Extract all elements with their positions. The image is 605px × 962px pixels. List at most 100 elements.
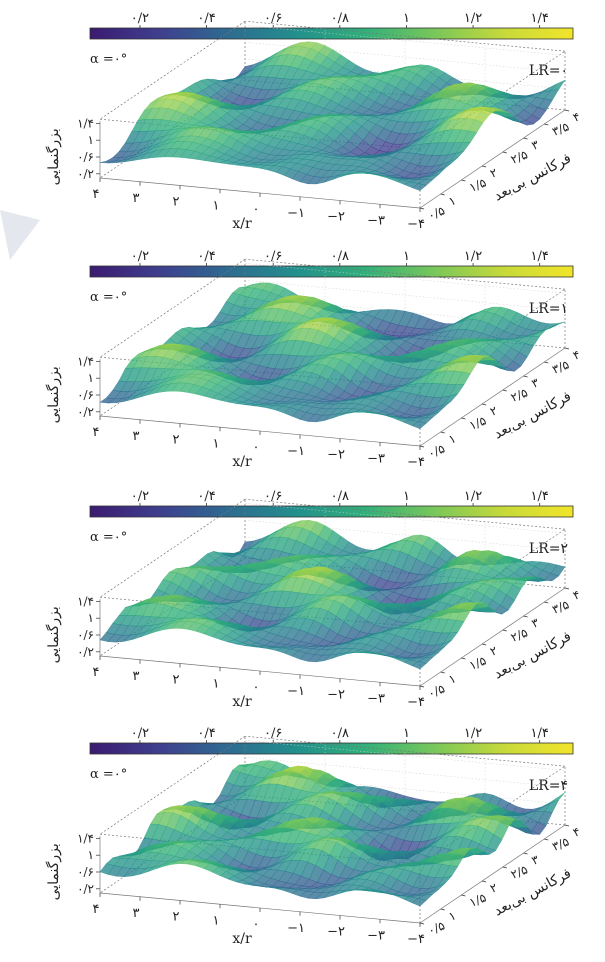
colorbar-tick-label: ۰/۶ [264,11,282,26]
y-tick-label: ۱ [447,193,458,208]
y-tick [502,629,507,632]
y-tick-label: ۲/۵ [509,625,530,644]
z-tick-label: ۰/۶ [77,865,94,879]
y-tick [419,207,425,210]
x-tick-label: ۴ [93,187,100,202]
colorbar-tick-label: ۱ [403,249,410,264]
y-tick [523,137,528,140]
z-tick-label: ۰/۲ [77,645,94,659]
y-tick-label: ۴ [571,587,582,602]
y-tick-label: ۲/۵ [509,147,530,166]
x-tick-label: −۴ [407,932,425,947]
colorbar-tick-label: ۰/۴ [197,726,215,741]
x-tick-label: −۱ [287,206,305,221]
x-tick-label: ۱ [213,676,220,691]
x-tick-label: −۲ [327,688,345,703]
y-tick [461,894,466,897]
chart-panel-2: ۰/۲ ۰/۴ ۰/۶ ۰/۸ ۱ ۱/۲ ۱/۴۴ ۳ ۲ ۱ ۰ −۱ −۲ −۳ −۴x/r۰/۵۱۱… [45,249,582,470]
z-tick-label: ۱ [88,611,94,625]
y-tick-label: ۲/۵ [509,862,530,881]
x-tick-label: ۰ [253,680,260,695]
y-tick [564,587,570,590]
x-axis-label: x/r [232,454,252,470]
y-tick [461,417,466,420]
colorbar [89,27,574,40]
colorbar-tick-label: ۰/۲ [131,489,149,504]
surface-cell [411,421,427,429]
colorbar-tick-label: ۱ [403,11,410,26]
colorbar-tick-label: ۱ [403,489,410,504]
gridline [244,756,566,788]
y-tick [564,347,570,350]
box-edge [244,258,566,290]
y-tick-label: ۰/۵ [426,681,447,700]
alpha-annotation: α =۰° [90,767,127,782]
z-tick-label: ۰/۶ [77,150,94,164]
y-axis-label: فرکانس بی‌بعد [491,628,574,682]
x-tick-label: ۲ [173,673,180,688]
alpha-annotation: α =۰° [90,290,127,305]
y-tick [523,852,528,855]
y-tick-label: ۴ [571,347,582,362]
y-tick-label: ۲ [488,880,499,895]
x-tick-label: −۴ [407,695,425,710]
y-tick-label: ۱/۵ [467,175,488,194]
z-tick-label: ۱ [88,371,94,385]
x-tick-label: −۴ [407,217,425,232]
x-tick-label: −۱ [287,684,305,699]
colorbar-tick-label: ۱/۴ [531,11,549,26]
y-tick-label: ۲ [488,403,499,418]
y-tick [482,403,487,406]
colorbar-tick-label: ۰/۶ [264,726,282,741]
panel-title: LR=۱ [529,301,568,317]
colorbar-tick-label: ۰/۴ [197,11,215,26]
colorbar-tick-label: ۱/۲ [464,489,482,504]
z-tick-label: ۰/۲ [77,405,94,419]
box-edge [99,258,246,358]
colorbar-tick-label: ۰/۲ [131,11,149,26]
y-tick [564,824,570,827]
box-edge [419,109,566,209]
colorbar-tick-label: ۰/۸ [331,489,349,504]
x-tick-label: ۳ [133,669,140,684]
colorbar-tick-label: ۰/۲ [131,726,149,741]
y-tick-label: ۲/۵ [509,385,530,404]
y-tick-label: ۱ [447,671,458,686]
y-tick [502,389,507,392]
z-axis-label: بزرگنمایی [45,843,62,900]
surface-mesh [99,41,566,191]
x-tick-label: −۳ [367,691,385,706]
colorbar [89,265,574,278]
x-tick-label: −۳ [367,451,385,466]
x-tick-label: ۳ [133,429,140,444]
box-edge [419,824,566,924]
z-tick-label: ۰/۶ [77,628,94,642]
z-axis-label: بزرگنمایی [45,366,62,423]
x-tick-label: ۰ [253,917,260,932]
y-tick [440,671,445,674]
box-edge [244,498,566,530]
chart-panel-4: ۰/۲ ۰/۴ ۰/۶ ۰/۸ ۱ ۱/۲ ۱/۴۴ ۳ ۲ ۱ ۰ −۱ −۲ −۳ −۴x/r۰/۵۱۱… [45,726,582,947]
z-tick-label: ۰/۲ [77,882,94,896]
x-tick-label: ۲ [173,910,180,925]
y-tick [544,123,549,126]
y-tick-label: ۱/۵ [467,890,488,909]
y-tick-label: ۱/۵ [467,413,488,432]
y-tick [419,445,425,448]
y-tick-label: ۰/۵ [426,203,447,222]
x-tick-label: ۲ [173,195,180,210]
surface-mesh [99,760,566,907]
y-tick [482,880,487,883]
colorbar-tick-label: ۰/۴ [197,249,215,264]
y-tick-label: ۲ [488,165,499,180]
x-tick-label: ۴ [93,902,100,917]
y-tick-label: ۳/۵ [550,119,571,138]
z-tick-label: ۱/۴ [77,116,94,130]
gridline [244,740,566,771]
colorbar-tick-label: ۱/۴ [531,489,549,504]
z-tick-label: ۱/۴ [77,831,94,845]
y-tick [544,601,549,604]
y-tick [523,375,528,378]
colorbar-tick-label: ۰/۶ [264,489,282,504]
